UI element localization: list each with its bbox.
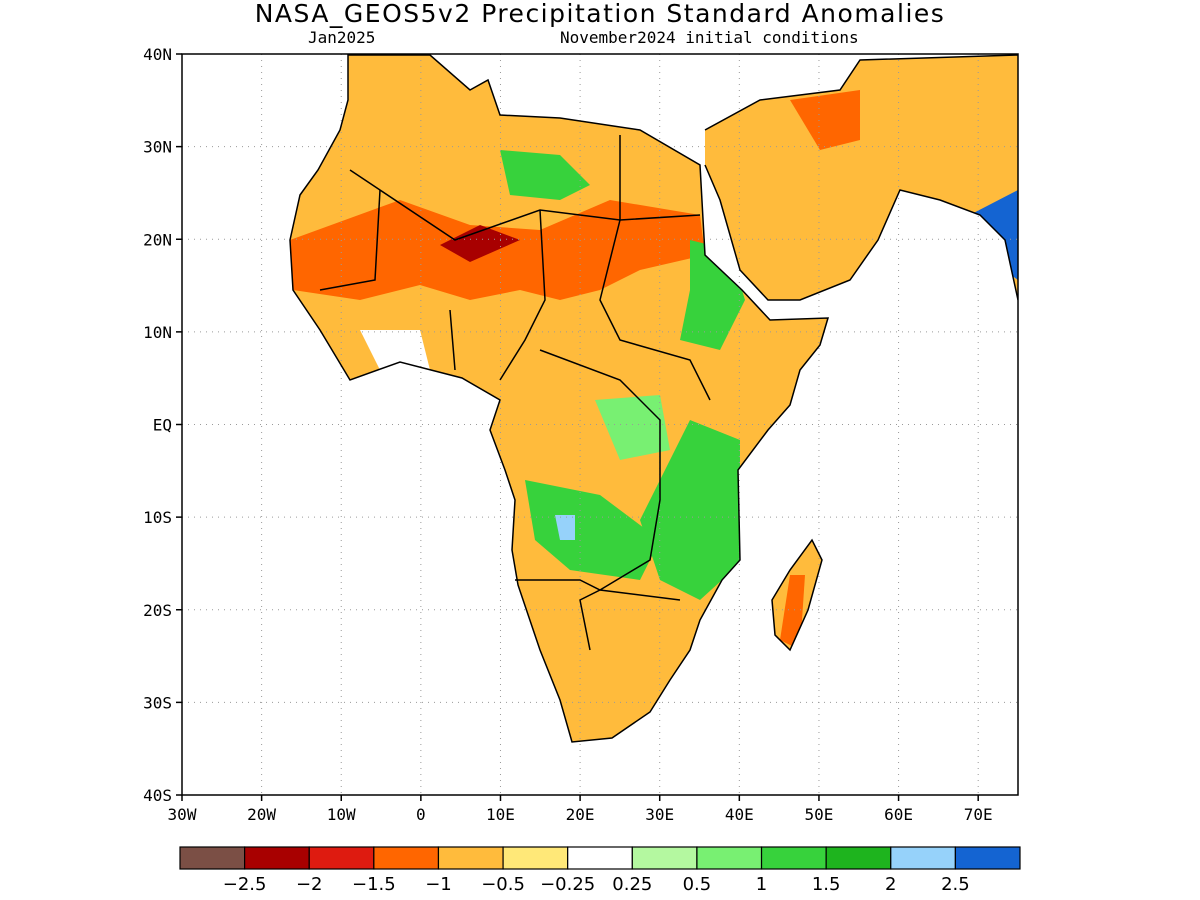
lon-tick-label: 10W [327, 805, 356, 824]
initial-conditions-label: November2024 initial conditions [560, 28, 859, 47]
lat-tick-label: 40S [143, 786, 172, 805]
wet-region-angola [525, 480, 660, 580]
forecast-month-label: Jan2025 [308, 28, 376, 47]
colorbar-tick-label: −2 [296, 874, 323, 895]
lat-tick-label: 30S [143, 693, 172, 712]
lon-tick-label: 0 [416, 805, 426, 824]
lon-tick-label: 60E [884, 805, 913, 824]
colorbar-swatch [244, 846, 310, 870]
longitude-axis: 30W 20W 10W 0 10E 20E 30E 40E 50E 60E 70E [168, 795, 993, 824]
lon-tick-label: 30E [645, 805, 674, 824]
colorbar-tick-label: −2.5 [223, 874, 267, 895]
lon-tick-label: 40E [725, 805, 754, 824]
colorbar-swatch [502, 846, 569, 870]
lat-tick-label: 20S [143, 601, 172, 620]
lat-tick-label: 10S [143, 508, 172, 527]
colorbar-swatch [631, 846, 698, 870]
colorbar-tick-label: 2.5 [941, 874, 970, 895]
coastlines [289, 54, 1018, 743]
lat-tick-label: 20N [143, 230, 172, 249]
colorbar-swatch [567, 846, 633, 870]
colorbar-tick-label: −0.25 [540, 874, 595, 895]
colorbar-tick-label: 0.5 [683, 874, 712, 895]
sahel-dry-region [290, 200, 705, 300]
colorbar-swatch [308, 846, 375, 870]
colorbar-swatch [696, 846, 763, 870]
colorbar-swatch [890, 846, 956, 870]
colorbar-swatch [179, 846, 246, 870]
lon-tick-label: 20E [566, 805, 595, 824]
lon-tick-label: 30W [168, 805, 197, 824]
lon-tick-label: 70E [964, 805, 993, 824]
colorbar-tick-label: 0.25 [612, 874, 652, 895]
lon-tick-label: 10E [486, 805, 515, 824]
colorbar-tick-label: −0.5 [481, 874, 525, 895]
lat-tick-label: 30N [143, 138, 172, 157]
near-normal-region [360, 330, 430, 370]
colorbar-tick-label: 1 [756, 874, 767, 895]
lat-tick-label: EQ [153, 416, 172, 435]
latitude-axis: 40N 30N 20N 10N EQ 10S 20S 30S 40S [143, 45, 182, 805]
lon-tick-label: 50E [804, 805, 833, 824]
wet-region-libya [500, 150, 590, 200]
dry-region-middle-east [790, 90, 860, 150]
colorbar-swatch [437, 846, 504, 870]
colorbar-swatch [373, 846, 440, 870]
very-wet-spot [555, 515, 575, 540]
colorbar-tick-label: −1 [425, 874, 452, 895]
colorbar-swatch [760, 846, 827, 870]
lat-tick-label: 10N [143, 323, 172, 342]
colorbar-tick-label: 2 [885, 874, 896, 895]
lon-tick-label: 20W [247, 805, 276, 824]
colorbar-swatch [825, 846, 892, 870]
colorbar-tick-label: −1.5 [352, 874, 396, 895]
wet-region-east-africa [640, 420, 740, 600]
dry-region-southern-africa [520, 580, 620, 690]
lat-tick-label: 40N [143, 45, 172, 64]
chart-title: NASA_GEOS5v2 Precipitation Standard Anom… [254, 0, 946, 28]
colorbar: −2.5 −2 −1.5 −1 −0.5 −0.25 0.25 0.5 1 1.5 2 2.5 [179, 846, 1021, 895]
colorbar-swatch [954, 846, 1021, 870]
colorbar-tick-label: 1.5 [812, 874, 841, 895]
